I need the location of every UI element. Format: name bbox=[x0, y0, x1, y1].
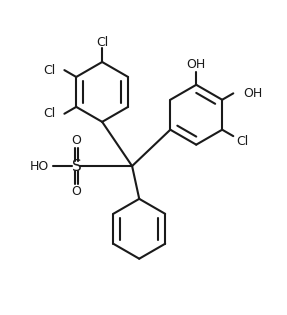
Text: OH: OH bbox=[243, 87, 263, 100]
Text: O: O bbox=[71, 185, 82, 198]
Text: OH: OH bbox=[187, 58, 206, 71]
Text: O: O bbox=[71, 135, 82, 147]
Text: Cl: Cl bbox=[96, 36, 108, 49]
Text: Cl: Cl bbox=[236, 135, 248, 148]
Text: Cl: Cl bbox=[43, 64, 55, 77]
Text: HO: HO bbox=[30, 160, 49, 173]
Text: S: S bbox=[72, 158, 82, 174]
Text: Cl: Cl bbox=[43, 107, 55, 120]
